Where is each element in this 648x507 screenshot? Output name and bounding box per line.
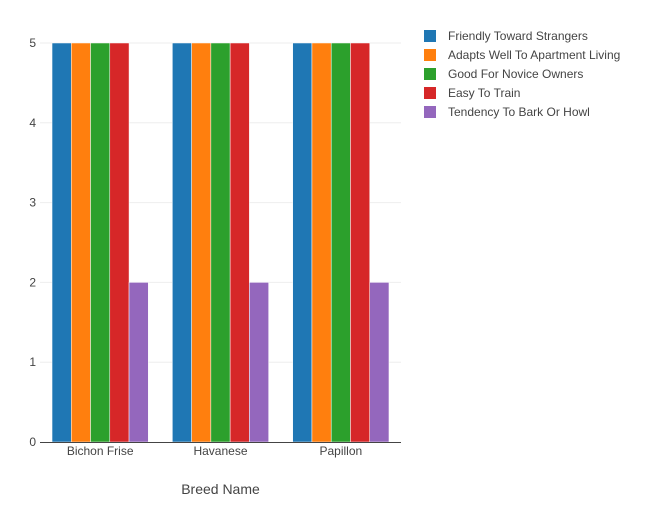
bar-0-4[interactable] (128, 282, 149, 443)
legend-label: Tendency To Bark Or Howl (448, 105, 590, 119)
y-tick-label: 4 (29, 116, 36, 130)
bar-0-1[interactable] (71, 42, 91, 443)
bar-2-4[interactable] (369, 282, 390, 443)
legend-item[interactable]: Good For Novice Owners (424, 67, 583, 81)
bar-2-1[interactable] (311, 42, 332, 443)
bar-1-2[interactable] (210, 42, 231, 443)
y-tick-label: 0 (29, 435, 36, 449)
x-axis-title: Breed Name (181, 481, 260, 497)
legend-swatch (424, 68, 436, 80)
y-axis-ticks: 0 1 2 3 4 5 (29, 36, 36, 449)
bar-2-0[interactable] (292, 42, 313, 443)
legend-label: Good For Novice Owners (448, 67, 583, 81)
legend-swatch (424, 49, 436, 61)
x-tick-label: Havanese (193, 444, 247, 458)
legend-swatch (424, 30, 436, 42)
bar-1-3[interactable] (229, 42, 250, 443)
legend-item[interactable]: Adapts Well To Apartment Living (424, 48, 620, 62)
legend-swatch (424, 87, 436, 99)
bar-1-0[interactable] (172, 42, 192, 443)
bar-0-3[interactable] (109, 42, 130, 443)
bar-2-3[interactable] (350, 42, 370, 443)
y-tick-label: 5 (29, 36, 36, 50)
bar-1-1[interactable] (191, 42, 212, 443)
bars (51, 42, 390, 443)
y-tick-label: 1 (29, 355, 36, 369)
bar-0-0[interactable] (51, 42, 72, 443)
bar-2-2[interactable] (330, 42, 351, 443)
x-tick-label: Bichon Frise (67, 444, 134, 458)
bar-1-4[interactable] (249, 282, 269, 443)
legend-label: Adapts Well To Apartment Living (448, 48, 620, 62)
x-axis-ticks: Bichon Frise Havanese Papillon (67, 444, 362, 458)
legend-label: Friendly Toward Strangers (448, 29, 588, 43)
legend-item[interactable]: Friendly Toward Strangers (424, 29, 588, 43)
legend[interactable]: Friendly Toward Strangers Adapts Well To … (424, 29, 620, 119)
legend-swatch (424, 106, 436, 118)
x-tick-label: Papillon (319, 444, 362, 458)
bar-0-2[interactable] (90, 42, 111, 443)
legend-label: Easy To Train (448, 86, 520, 100)
legend-item[interactable]: Tendency To Bark Or Howl (424, 105, 590, 119)
legend-item[interactable]: Easy To Train (424, 86, 520, 100)
y-tick-label: 2 (29, 275, 36, 289)
y-tick-label: 3 (29, 196, 36, 210)
